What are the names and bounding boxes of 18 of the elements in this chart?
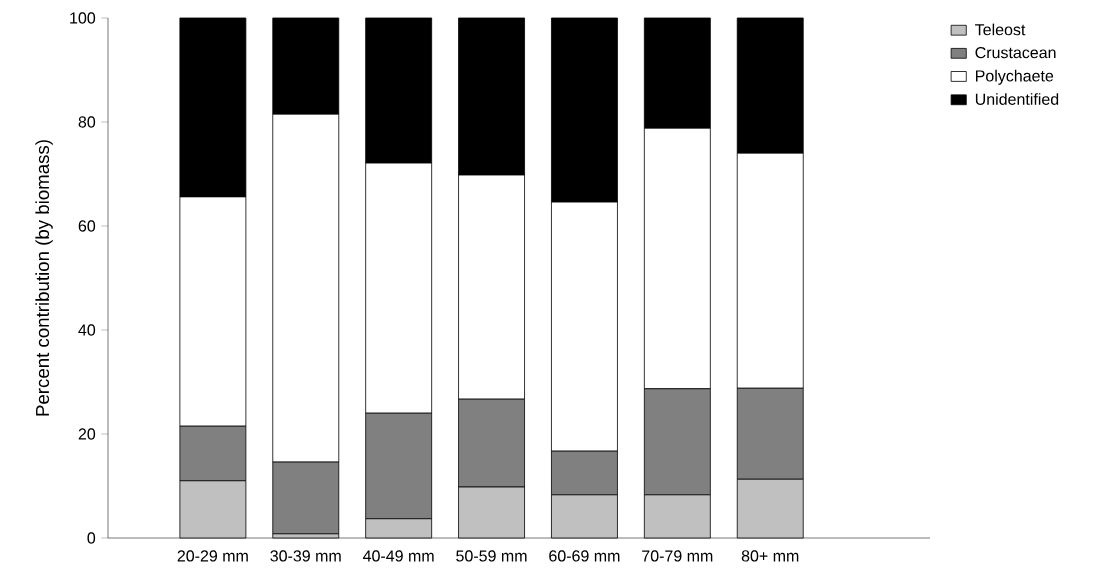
y-tick-label: 60	[78, 220, 96, 232]
y-tick-label: 80	[78, 116, 96, 128]
legend-label: Teleost	[975, 23, 1026, 36]
x-tick-label: 70-79 mm	[642, 550, 713, 562]
y-tick-label: 100	[70, 12, 96, 24]
legend-label: Polychaete	[976, 69, 1054, 85]
x-tick-label: 50-59 mm	[456, 550, 527, 562]
x-tick-label: 80+ mm	[741, 550, 799, 562]
legend-label: Crustacean	[975, 46, 1056, 59]
x-tick-label: 40-49 mm	[363, 550, 434, 562]
y-tick-label: 40	[78, 324, 96, 336]
y-tick-label: 20	[78, 428, 96, 440]
legend-label: Unidentified	[975, 93, 1059, 105]
y-axis-title: Percent contribution (by biomass)	[35, 140, 53, 416]
x-tick-label: 60-69 mm	[549, 550, 620, 562]
y-tick-label: 0	[87, 532, 96, 544]
x-tick-label: 20-29 mm	[177, 550, 248, 562]
x-tick-label: 30-39 mm	[270, 550, 341, 562]
